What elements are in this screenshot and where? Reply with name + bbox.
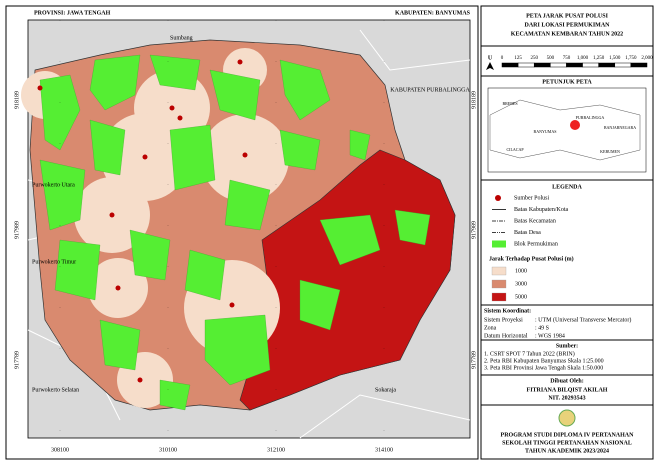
coord-cell: Datum Horizontal — [484, 333, 528, 339]
inset-label: BANJARNEGARA — [604, 125, 636, 130]
institution-line: TAHUN AKADEMIK 2023/2024 — [525, 448, 609, 454]
place-label: KABUPATEN PURBALINGGA — [390, 87, 470, 93]
scale-label: 2,000 — [641, 56, 653, 61]
legend-label: 1000 — [515, 268, 527, 274]
source-item: 3. Peta RBI Provinsi Jawa Tengah Skala 1… — [484, 365, 603, 371]
legend-symbol — [495, 195, 501, 201]
source-item: 2. Peta RBI Kabupaten Banyumas Skala 1:2… — [484, 358, 604, 364]
legend-swatch — [491, 292, 507, 302]
coord-cell: : 49 S — [535, 325, 549, 331]
author-id: NIT. 20293543 — [548, 395, 585, 401]
title: PETA JARAK PUSAT POLUSI — [526, 13, 609, 19]
place-label: Purwokerto Utara — [32, 182, 75, 188]
x-coordinate: 310100 — [159, 447, 177, 453]
coord-heading: Sistem Koordinat: — [484, 308, 531, 314]
x-coordinate: 308100 — [51, 447, 69, 453]
place-label: Sumbang — [170, 35, 193, 41]
author-heading: Dibuat Oleh: — [550, 378, 584, 384]
inset-highlight — [570, 120, 580, 130]
inset-label: BANYUMAS — [534, 129, 557, 134]
legend-swatch — [491, 266, 507, 276]
legend-label: 5000 — [515, 294, 527, 300]
inset-label: KEBUMEN — [600, 149, 620, 154]
legend-symbol — [492, 240, 506, 248]
inset-label: CILACAP — [506, 147, 524, 152]
scale-segment — [550, 62, 567, 68]
scale-label: 1,000 — [577, 56, 589, 61]
scale-segment — [598, 62, 616, 68]
scale-segment — [517, 62, 535, 68]
place-label: Sokaraja — [375, 387, 396, 393]
legend-label: Blok Permukiman — [514, 241, 558, 247]
north-arrow: U — [488, 55, 493, 61]
sources-heading: Sumber: — [556, 343, 578, 349]
y-coordinate: 917789 — [471, 351, 477, 369]
inset-heading: PETUNJUK PETA — [542, 79, 592, 85]
scale-segment — [614, 62, 632, 68]
pollution-sources — [37, 59, 248, 383]
coord-cell: : WGS 1984 — [535, 333, 565, 339]
regency-label: KABUPATEN: BANYUMAS — [395, 10, 471, 16]
legend-label: 3000 — [515, 281, 527, 287]
scale-segment — [582, 62, 599, 68]
province-label: PROVINSI: JAWA TENGAH — [34, 10, 111, 16]
scale-label: 750 — [563, 56, 571, 61]
scale-label: 125 — [514, 56, 522, 61]
title: KECAMATAN KEMBARAN TAHUN 2022 — [511, 31, 623, 37]
settlement-blocks — [39, 54, 431, 411]
place-label: Purwokerto Timur — [32, 259, 76, 265]
legend-subheading: Jarak Terhadap Pusat Polusi (m) — [489, 255, 574, 262]
inset-label: BREBES — [502, 101, 517, 106]
legend-label: Batas Kecamatan — [514, 218, 556, 224]
coord-cell: : UTM (Universal Transverse Mercator) — [535, 316, 631, 323]
y-coordinate: 918189 — [471, 91, 477, 109]
north-symbol — [486, 62, 494, 70]
y-coordinate: 917989 — [471, 221, 477, 239]
legend-swatch — [491, 279, 507, 289]
inset-label: PURBALINGGA — [576, 115, 605, 120]
x-coordinate: 312100 — [267, 447, 285, 453]
author-name: FITRIANA BILQIST AKILAH — [527, 387, 608, 393]
legend-label: Batas Kabupaten/Kota — [514, 207, 568, 213]
source-item: 1. CSRT SPOT 7 Tahun 2022 (BRIN) — [484, 350, 575, 357]
scale-segment — [533, 62, 551, 68]
scale-label: 0 — [501, 56, 504, 61]
title: DARI LOKASI PERMUKIMAN — [524, 22, 610, 28]
scale-segment — [566, 62, 583, 68]
scale-label: 1,500 — [609, 56, 621, 61]
x-coordinate: 314100 — [375, 447, 393, 453]
scale-label: 1,750 — [625, 56, 637, 61]
place-label: Purwokerto Selatan — [32, 387, 79, 393]
coord-cell: Zona — [484, 325, 497, 331]
legend-heading: LEGENDA — [552, 184, 582, 190]
scale-label: 1,250 — [593, 56, 605, 61]
scale-segment — [501, 62, 519, 68]
inset-outline — [489, 99, 641, 161]
y-coordinate: 917989 — [14, 221, 20, 239]
legend-label: Batas Desa — [514, 230, 541, 236]
scale-label: 250 — [530, 56, 538, 61]
legend-label: Sumber Polusi — [514, 195, 550, 201]
y-coordinate: 917789 — [14, 351, 20, 369]
institution-line: SEKOLAH TINGGI PERTANAHAN NASIONAL — [502, 440, 632, 446]
logo — [558, 409, 576, 427]
scale-segment — [630, 62, 648, 68]
side-panel — [480, 5, 654, 460]
coord-cell: Sistem Proyeksi — [484, 317, 523, 323]
scale-label: 500 — [547, 56, 555, 61]
institution-line: PROGRAM STUDI DIPLOMA IV PERTANAHAN — [501, 432, 635, 438]
y-coordinate: 918189 — [14, 91, 20, 109]
